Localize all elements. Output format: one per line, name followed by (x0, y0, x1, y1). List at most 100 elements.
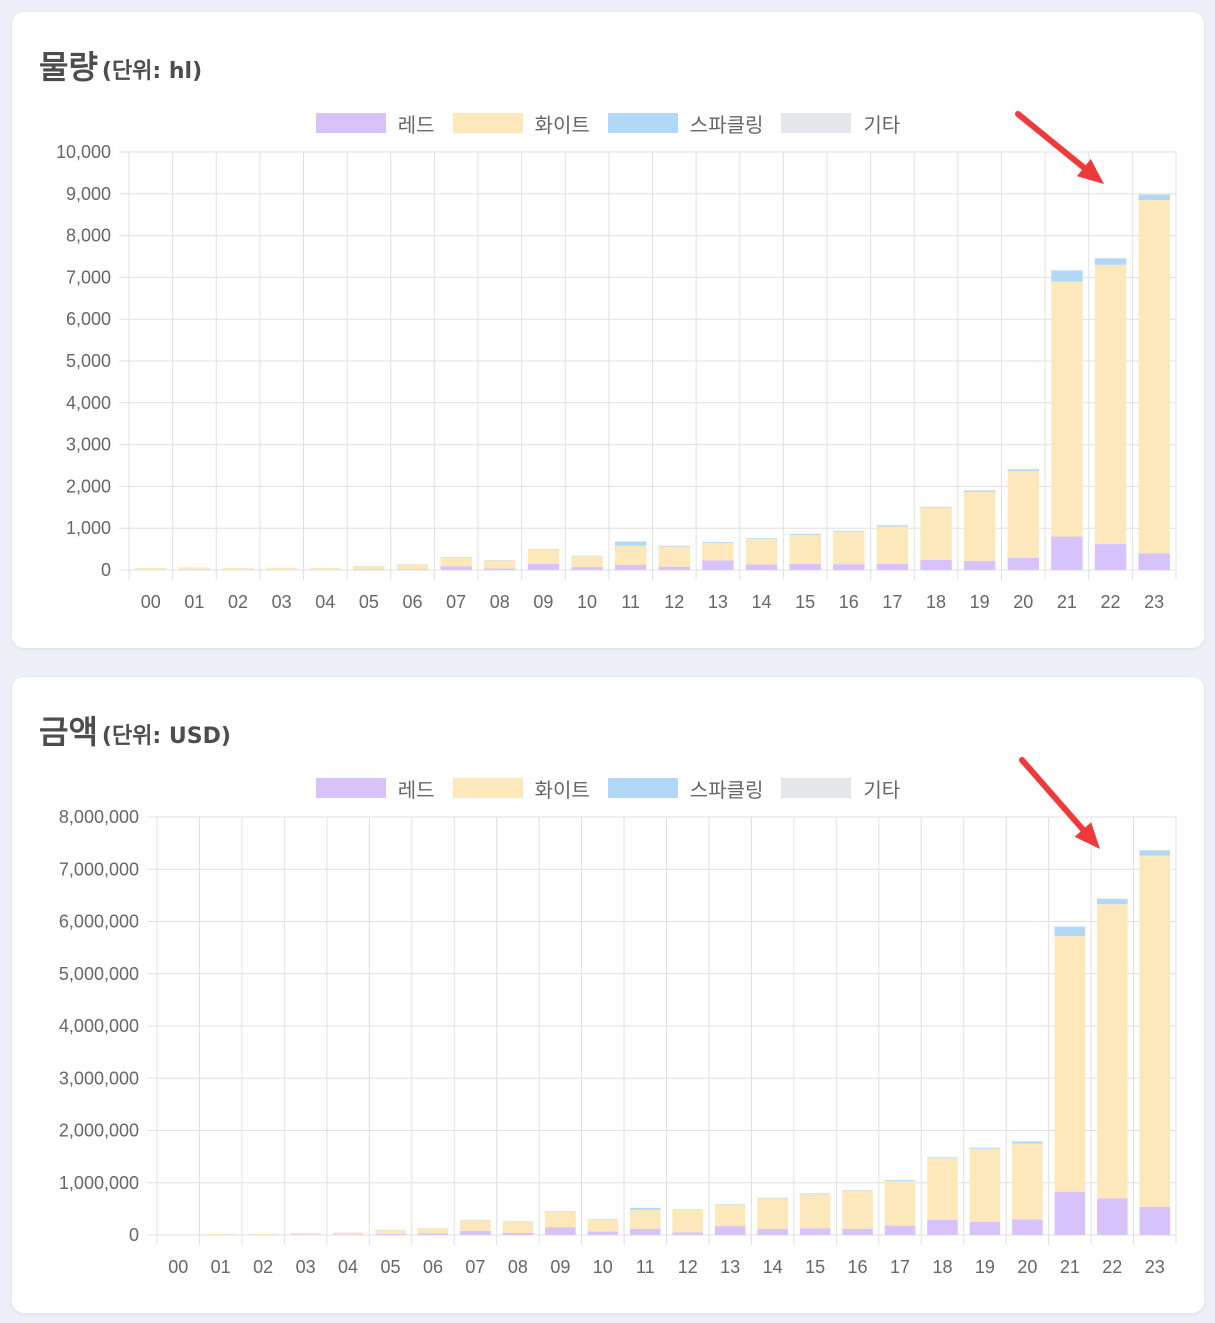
bar-white-03[interactable] (290, 1233, 321, 1235)
bar-white-10[interactable] (587, 1219, 619, 1232)
bar-sparkling-16[interactable] (833, 530, 865, 532)
bar-sparkling-15[interactable] (789, 533, 821, 535)
bar-red-07[interactable] (460, 1230, 491, 1235)
bar-red-15[interactable] (789, 563, 821, 570)
bar-white-18[interactable] (920, 507, 952, 560)
bar-white-13[interactable] (714, 1204, 746, 1227)
bar-red-22[interactable] (1097, 1198, 1128, 1235)
bar-red-18[interactable] (920, 559, 952, 570)
bar-red-17[interactable] (884, 1225, 916, 1235)
legend-item-white[interactable]: 화이트 (452, 109, 590, 138)
bar-red-16[interactable] (842, 1228, 873, 1235)
bar-red-14[interactable] (745, 564, 778, 570)
legend-item-red[interactable]: 레드 (315, 774, 435, 803)
bar-white-11[interactable] (629, 1209, 661, 1229)
bar-white-14[interactable] (745, 539, 778, 565)
bar-sparkling-14[interactable] (745, 538, 778, 540)
bar-sparkling-19[interactable] (969, 1147, 1001, 1149)
bar-white-03[interactable] (265, 567, 298, 570)
bar-white-22[interactable] (1097, 904, 1128, 1199)
bar-red-23[interactable] (1138, 553, 1170, 570)
bar-sparkling-20[interactable] (1007, 469, 1040, 471)
bar-sparkling-09[interactable] (527, 549, 560, 550)
bar-sparkling-15[interactable] (799, 1193, 831, 1195)
bar-red-11[interactable] (614, 564, 647, 570)
bar-sparkling-14[interactable] (757, 1197, 788, 1199)
bar-red-06[interactable] (396, 569, 429, 570)
bar-white-07[interactable] (460, 1220, 491, 1231)
bar-other-23[interactable] (1139, 849, 1171, 851)
bar-red-09[interactable] (545, 1227, 576, 1235)
bar-red-16[interactable] (833, 564, 865, 570)
bar-white-05[interactable] (375, 1230, 406, 1234)
bar-sparkling-13[interactable] (702, 541, 734, 543)
bar-white-10[interactable] (571, 556, 603, 568)
bar-sparkling-13[interactable] (714, 1204, 746, 1205)
bar-white-01[interactable] (205, 1233, 236, 1235)
bar-white-21[interactable] (1051, 281, 1083, 537)
bar-red-17[interactable] (876, 563, 909, 570)
bar-sparkling-12[interactable] (658, 545, 691, 547)
bar-red-20[interactable] (1012, 1219, 1043, 1235)
bar-white-02[interactable] (247, 1233, 279, 1235)
bar-red-06[interactable] (417, 1233, 449, 1235)
bar-red-20[interactable] (1007, 557, 1040, 570)
bar-red-05[interactable] (353, 569, 385, 570)
bar-red-13[interactable] (702, 560, 734, 570)
bar-white-12[interactable] (672, 1209, 704, 1233)
bar-white-05[interactable] (353, 566, 385, 570)
bar-other-22[interactable] (1094, 257, 1127, 259)
bar-white-11[interactable] (614, 545, 647, 565)
bar-red-11[interactable] (629, 1228, 661, 1235)
bar-red-23[interactable] (1139, 1206, 1171, 1235)
bar-white-17[interactable] (876, 526, 909, 564)
bar-red-12[interactable] (658, 566, 691, 570)
bar-white-23[interactable] (1139, 855, 1171, 1207)
bar-white-09[interactable] (545, 1212, 576, 1228)
bar-white-21[interactable] (1054, 936, 1086, 1192)
bar-sparkling-22[interactable] (1094, 258, 1127, 265)
bar-red-12[interactable] (672, 1232, 704, 1235)
bar-sparkling-22[interactable] (1097, 899, 1128, 905)
bar-white-16[interactable] (833, 531, 865, 565)
bar-white-20[interactable] (1012, 1143, 1043, 1220)
bar-sparkling-11[interactable] (614, 541, 647, 546)
bar-white-08[interactable] (502, 1221, 534, 1233)
bar-white-08[interactable] (484, 560, 516, 569)
bar-other-21[interactable] (1054, 926, 1086, 927)
bar-white-13[interactable] (702, 542, 734, 561)
bar-sparkling-20[interactable] (1012, 1141, 1043, 1144)
bar-red-19[interactable] (963, 560, 996, 570)
bar-white-20[interactable] (1007, 470, 1040, 558)
bar-sparkling-09[interactable] (545, 1211, 576, 1213)
bar-red-07[interactable] (440, 566, 472, 570)
bar-white-04[interactable] (332, 1232, 364, 1235)
bar-white-15[interactable] (799, 1194, 831, 1229)
bar-sparkling-12[interactable] (672, 1209, 704, 1210)
bar-sparkling-17[interactable] (884, 1180, 916, 1182)
bar-white-07[interactable] (440, 557, 472, 567)
bar-sparkling-19[interactable] (963, 490, 996, 492)
bar-red-13[interactable] (714, 1226, 746, 1235)
bar-white-17[interactable] (884, 1181, 916, 1226)
bar-sparkling-17[interactable] (876, 525, 909, 527)
legend-item-sparkling[interactable]: 스파클링 (607, 774, 763, 803)
bar-red-03[interactable] (290, 1234, 321, 1235)
bar-sparkling-18[interactable] (920, 506, 952, 508)
bar-red-22[interactable] (1094, 544, 1127, 570)
bar-red-08[interactable] (484, 568, 516, 570)
bar-white-15[interactable] (789, 534, 821, 564)
bar-white-23[interactable] (1138, 200, 1170, 554)
bar-white-12[interactable] (658, 546, 691, 567)
bar-white-14[interactable] (757, 1198, 788, 1229)
bar-white-22[interactable] (1094, 264, 1127, 545)
bar-red-09[interactable] (527, 563, 560, 570)
bar-sparkling-16[interactable] (842, 1190, 873, 1191)
bar-white-09[interactable] (527, 549, 560, 564)
bar-white-01[interactable] (178, 567, 211, 570)
bar-sparkling-21[interactable] (1054, 926, 1086, 937)
bar-white-04[interactable] (309, 568, 342, 570)
bar-white-02[interactable] (222, 568, 254, 570)
bar-white-19[interactable] (969, 1148, 1001, 1222)
bar-red-21[interactable] (1051, 536, 1083, 570)
